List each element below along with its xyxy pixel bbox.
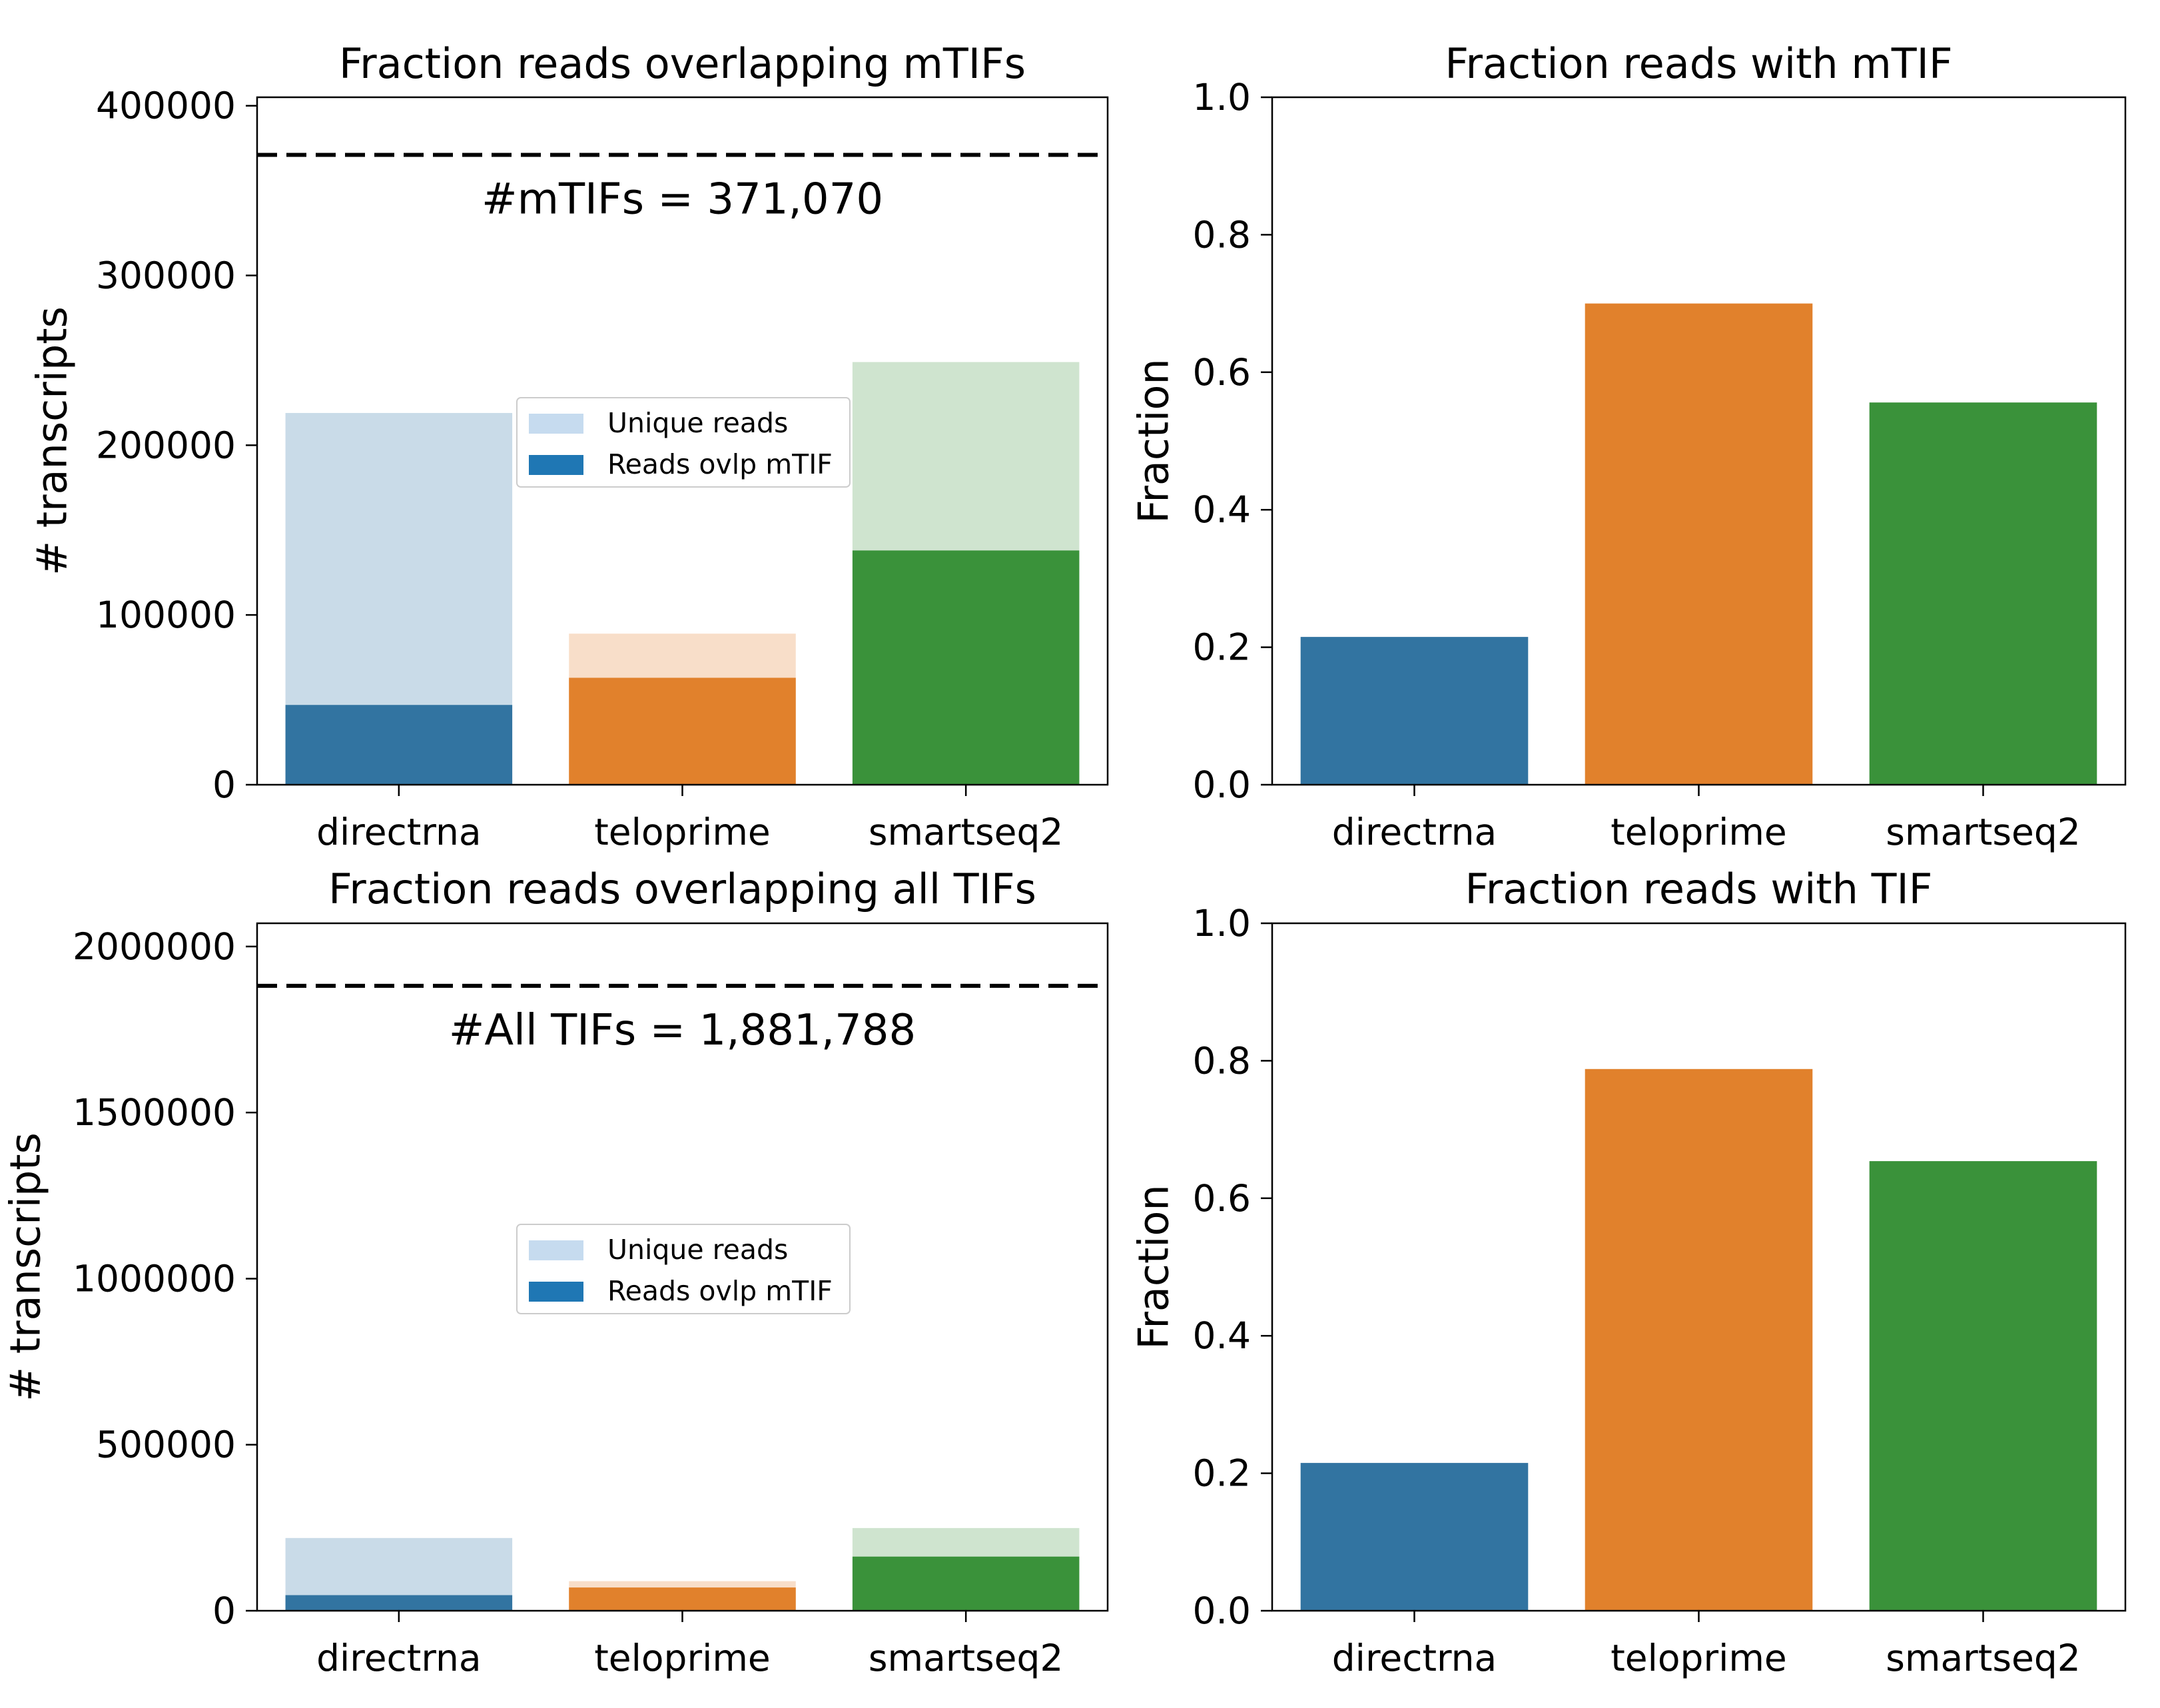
y-tick-label: 1500000 (73, 1091, 236, 1134)
y-tick-label: 400000 (96, 85, 236, 127)
bar-directrna (1300, 1463, 1529, 1611)
y-tick-label: 200000 (96, 424, 236, 466)
reference-annotation: #mTIFs = 371,070 (482, 175, 883, 224)
x-tick-label: directrna (1332, 811, 1497, 853)
bar-reads-ovlp-directrna (285, 705, 513, 785)
panel-1: #mTIFs = 371,070 0 100000 200000 300000 40000… (28, 39, 1109, 853)
y-axis-label: # transcripts (1, 1132, 50, 1402)
y-tick-label: 0 (212, 1589, 236, 1632)
bar-reads-ovlp-smartseq2 (852, 550, 1080, 785)
bar-reads-ovlp-directrna (285, 1595, 513, 1611)
y-tick-label: 2000000 (73, 925, 236, 968)
y-tick-label: 0.2 (1193, 1452, 1251, 1495)
x-tick-label: directrna (316, 811, 481, 853)
x-tick-label: smartseq2 (1886, 811, 2081, 853)
legend-entry-label: Reads ovlp mTIF (607, 448, 833, 480)
y-tick-label: 0.0 (1193, 1589, 1251, 1632)
bar-teloprime (1585, 1068, 1813, 1611)
legend: Unique reads Reads ovlp mTIF (516, 1224, 851, 1314)
legend-box (516, 1224, 851, 1314)
y-tick-label: 0.8 (1193, 1039, 1251, 1082)
legend: Unique reads Reads ovlp mTIF (516, 397, 851, 488)
y-tick-label: 0.6 (1193, 1177, 1251, 1220)
y-tick-label: 0.2 (1193, 626, 1251, 669)
y-tick-label: 0.8 (1193, 213, 1251, 256)
x-tick-label: smartseq2 (1886, 1637, 2081, 1679)
y-tick-label: 0.4 (1193, 488, 1251, 531)
legend-swatch (529, 414, 583, 434)
x-tick-label: smartseq2 (869, 811, 1064, 853)
y-tick-label: 0.4 (1193, 1314, 1251, 1357)
y-tick-label: 100000 (96, 594, 236, 636)
legend-box (516, 397, 851, 488)
bar-reads-ovlp-teloprime (569, 677, 796, 785)
legend-entry-label: Unique reads (607, 1234, 788, 1266)
x-tick-label: teloprime (594, 811, 771, 853)
panel-4: 0.0 0.2 0.4 0.6 0.8 1.0 directrna teloprime smar… (1130, 865, 2127, 1679)
y-axis-label: Fraction (1130, 358, 1178, 524)
bar-smartseq2 (1869, 402, 2097, 785)
y-tick-label: 0.6 (1193, 351, 1251, 394)
x-tick-label: teloprime (1611, 811, 1787, 853)
y-axis-label: # transcripts (28, 306, 77, 576)
bar-reads-ovlp-teloprime (569, 1587, 796, 1611)
y-tick-label: 1000000 (73, 1257, 236, 1300)
reference-annotation: #All TIFs = 1,881,788 (449, 1006, 916, 1055)
y-tick-label: 0 (212, 763, 236, 806)
y-tick-label: 500000 (96, 1424, 236, 1466)
y-tick-label: 1.0 (1193, 76, 1251, 119)
chart-title: Fraction reads with mTIF (1445, 39, 1952, 88)
chart-title: Fraction reads overlapping all TIFs (328, 865, 1036, 913)
legend-entry-label: Unique reads (607, 407, 788, 439)
legend-swatch (529, 455, 583, 475)
chart-title: Fraction reads overlapping mTIFs (339, 39, 1026, 88)
y-tick-label: 1.0 (1193, 902, 1251, 945)
x-tick-label: directrna (1332, 1637, 1497, 1679)
bar-smartseq2 (1869, 1161, 2097, 1611)
x-tick-label: teloprime (594, 1637, 771, 1679)
bar-directrna (1300, 637, 1529, 785)
x-tick-label: smartseq2 (869, 1637, 1064, 1679)
bar-reads-ovlp-smartseq2 (852, 1556, 1080, 1611)
legend-swatch (529, 1282, 583, 1302)
y-axis-label: Fraction (1130, 1184, 1178, 1350)
y-tick-label: 300000 (96, 254, 236, 297)
x-tick-label: teloprime (1611, 1637, 1787, 1679)
chart-title: Fraction reads with TIF (1465, 865, 1933, 913)
y-tick-label: 0.0 (1193, 763, 1251, 806)
panel-3: #All TIFs = 1,881,788 0 500000 1000000 15000… (1, 865, 1109, 1679)
legend-swatch (529, 1240, 583, 1260)
bar-teloprime (1585, 303, 1813, 785)
x-tick-label: directrna (316, 1637, 481, 1679)
legend-entry-label: Reads ovlp mTIF (607, 1275, 833, 1307)
panel-2: 0.0 0.2 0.4 0.6 0.8 1.0 directrna teloprime smar… (1130, 39, 2127, 853)
